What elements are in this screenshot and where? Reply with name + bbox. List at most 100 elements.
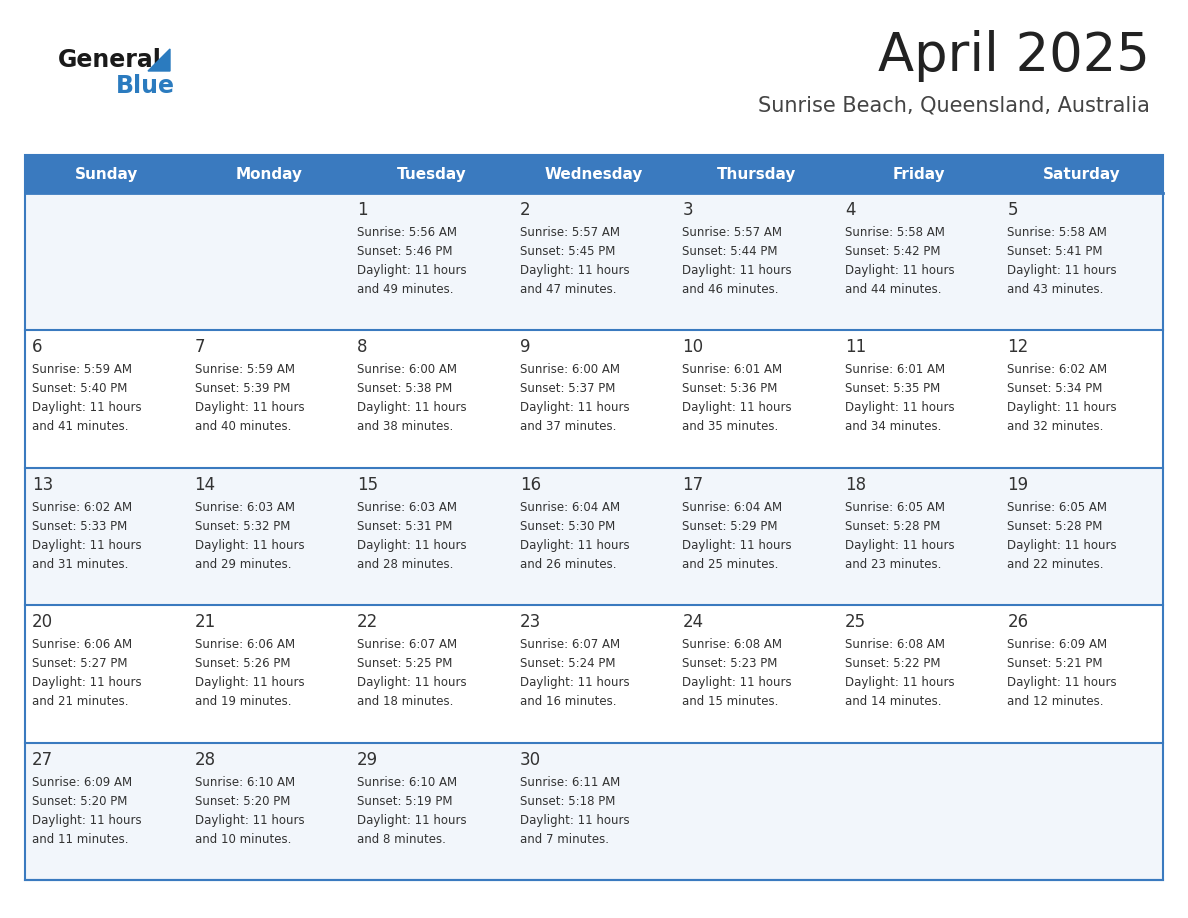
Text: Sunset: 5:39 PM: Sunset: 5:39 PM — [195, 383, 290, 396]
Text: and 40 minutes.: and 40 minutes. — [195, 420, 291, 433]
Text: Sunrise: 5:59 AM: Sunrise: 5:59 AM — [32, 364, 132, 376]
Text: and 12 minutes.: and 12 minutes. — [1007, 695, 1104, 708]
Text: Daylight: 11 hours: Daylight: 11 hours — [358, 539, 467, 552]
Text: Wednesday: Wednesday — [545, 166, 643, 182]
Text: Sunrise: 6:04 AM: Sunrise: 6:04 AM — [682, 501, 783, 514]
Text: Daylight: 11 hours: Daylight: 11 hours — [195, 539, 304, 552]
Text: Daylight: 11 hours: Daylight: 11 hours — [195, 401, 304, 414]
Text: and 16 minutes.: and 16 minutes. — [519, 695, 617, 708]
Text: Sunrise: 5:56 AM: Sunrise: 5:56 AM — [358, 226, 457, 239]
Text: Sunrise: 6:03 AM: Sunrise: 6:03 AM — [195, 501, 295, 514]
Text: Daylight: 11 hours: Daylight: 11 hours — [32, 539, 141, 552]
Text: Sunset: 5:25 PM: Sunset: 5:25 PM — [358, 657, 453, 670]
Text: Daylight: 11 hours: Daylight: 11 hours — [845, 264, 954, 277]
Text: Daylight: 11 hours: Daylight: 11 hours — [1007, 539, 1117, 552]
Text: Sunrise: 6:08 AM: Sunrise: 6:08 AM — [845, 638, 944, 651]
Text: Sunset: 5:19 PM: Sunset: 5:19 PM — [358, 795, 453, 808]
Text: 19: 19 — [1007, 476, 1029, 494]
Text: 13: 13 — [32, 476, 53, 494]
Text: Sunset: 5:36 PM: Sunset: 5:36 PM — [682, 383, 778, 396]
Text: Sunset: 5:27 PM: Sunset: 5:27 PM — [32, 657, 127, 670]
Bar — [25, 330, 1163, 468]
Text: Sunrise: 6:06 AM: Sunrise: 6:06 AM — [195, 638, 295, 651]
Text: Daylight: 11 hours: Daylight: 11 hours — [845, 539, 954, 552]
Text: Daylight: 11 hours: Daylight: 11 hours — [32, 813, 141, 826]
Text: Sunrise: 5:57 AM: Sunrise: 5:57 AM — [682, 226, 782, 239]
Text: 26: 26 — [1007, 613, 1029, 632]
Text: 29: 29 — [358, 751, 378, 768]
Text: Daylight: 11 hours: Daylight: 11 hours — [682, 539, 792, 552]
Text: Sunset: 5:20 PM: Sunset: 5:20 PM — [195, 795, 290, 808]
Text: and 18 minutes.: and 18 minutes. — [358, 695, 454, 708]
Bar — [25, 193, 1163, 330]
Text: Daylight: 11 hours: Daylight: 11 hours — [845, 401, 954, 414]
Text: and 23 minutes.: and 23 minutes. — [845, 558, 941, 571]
Text: Sunrise: 6:00 AM: Sunrise: 6:00 AM — [519, 364, 620, 376]
Text: Sunset: 5:28 PM: Sunset: 5:28 PM — [845, 520, 940, 532]
Text: April 2025: April 2025 — [878, 30, 1150, 82]
Text: Daylight: 11 hours: Daylight: 11 hours — [32, 401, 141, 414]
Text: Sunrise Beach, Queensland, Australia: Sunrise Beach, Queensland, Australia — [758, 95, 1150, 115]
Text: Sunrise: 6:04 AM: Sunrise: 6:04 AM — [519, 501, 620, 514]
Text: and 11 minutes.: and 11 minutes. — [32, 833, 128, 845]
Text: 11: 11 — [845, 339, 866, 356]
Text: Sunrise: 6:05 AM: Sunrise: 6:05 AM — [1007, 501, 1107, 514]
Text: 23: 23 — [519, 613, 541, 632]
Text: and 19 minutes.: and 19 minutes. — [195, 695, 291, 708]
Text: Daylight: 11 hours: Daylight: 11 hours — [682, 264, 792, 277]
Text: Sunset: 5:20 PM: Sunset: 5:20 PM — [32, 795, 127, 808]
Text: 24: 24 — [682, 613, 703, 632]
Text: Daylight: 11 hours: Daylight: 11 hours — [682, 677, 792, 689]
Text: 1: 1 — [358, 201, 368, 219]
Text: Sunrise: 6:10 AM: Sunrise: 6:10 AM — [358, 776, 457, 789]
Text: and 15 minutes.: and 15 minutes. — [682, 695, 778, 708]
Text: Sunrise: 5:58 AM: Sunrise: 5:58 AM — [1007, 226, 1107, 239]
Text: Sunset: 5:22 PM: Sunset: 5:22 PM — [845, 657, 941, 670]
Text: 27: 27 — [32, 751, 53, 768]
Text: Tuesday: Tuesday — [397, 166, 467, 182]
Text: Sunset: 5:30 PM: Sunset: 5:30 PM — [519, 520, 615, 532]
Text: and 14 minutes.: and 14 minutes. — [845, 695, 941, 708]
Text: 10: 10 — [682, 339, 703, 356]
Text: Sunset: 5:26 PM: Sunset: 5:26 PM — [195, 657, 290, 670]
Text: Sunrise: 5:57 AM: Sunrise: 5:57 AM — [519, 226, 620, 239]
Text: Sunrise: 6:07 AM: Sunrise: 6:07 AM — [519, 638, 620, 651]
Text: Thursday: Thursday — [716, 166, 796, 182]
Text: Sunrise: 6:09 AM: Sunrise: 6:09 AM — [1007, 638, 1107, 651]
Text: Daylight: 11 hours: Daylight: 11 hours — [32, 677, 141, 689]
Polygon shape — [148, 49, 170, 71]
Text: and 22 minutes.: and 22 minutes. — [1007, 558, 1104, 571]
Text: Sunrise: 6:11 AM: Sunrise: 6:11 AM — [519, 776, 620, 789]
Text: 8: 8 — [358, 339, 367, 356]
Text: and 21 minutes.: and 21 minutes. — [32, 695, 128, 708]
Text: Daylight: 11 hours: Daylight: 11 hours — [1007, 264, 1117, 277]
Text: 15: 15 — [358, 476, 378, 494]
Text: and 41 minutes.: and 41 minutes. — [32, 420, 128, 433]
Text: and 32 minutes.: and 32 minutes. — [1007, 420, 1104, 433]
Text: and 10 minutes.: and 10 minutes. — [195, 833, 291, 845]
Text: Daylight: 11 hours: Daylight: 11 hours — [519, 401, 630, 414]
Text: Daylight: 11 hours: Daylight: 11 hours — [845, 677, 954, 689]
Text: Monday: Monday — [235, 166, 303, 182]
Text: 20: 20 — [32, 613, 53, 632]
Text: 22: 22 — [358, 613, 379, 632]
Text: Sunrise: 6:10 AM: Sunrise: 6:10 AM — [195, 776, 295, 789]
Text: Sunset: 5:33 PM: Sunset: 5:33 PM — [32, 520, 127, 532]
Text: Sunrise: 6:01 AM: Sunrise: 6:01 AM — [845, 364, 944, 376]
Text: and 35 minutes.: and 35 minutes. — [682, 420, 778, 433]
Text: and 8 minutes.: and 8 minutes. — [358, 833, 446, 845]
Text: and 49 minutes.: and 49 minutes. — [358, 283, 454, 296]
Text: Sunset: 5:38 PM: Sunset: 5:38 PM — [358, 383, 453, 396]
Text: 17: 17 — [682, 476, 703, 494]
Text: Sunset: 5:46 PM: Sunset: 5:46 PM — [358, 245, 453, 258]
Text: Sunset: 5:32 PM: Sunset: 5:32 PM — [195, 520, 290, 532]
Text: Sunset: 5:42 PM: Sunset: 5:42 PM — [845, 245, 941, 258]
Text: and 47 minutes.: and 47 minutes. — [519, 283, 617, 296]
Text: Sunset: 5:44 PM: Sunset: 5:44 PM — [682, 245, 778, 258]
Text: Blue: Blue — [116, 74, 175, 98]
Text: Sunset: 5:34 PM: Sunset: 5:34 PM — [1007, 383, 1102, 396]
Text: Sunset: 5:23 PM: Sunset: 5:23 PM — [682, 657, 778, 670]
Text: Daylight: 11 hours: Daylight: 11 hours — [519, 264, 630, 277]
Text: Sunset: 5:24 PM: Sunset: 5:24 PM — [519, 657, 615, 670]
Text: Daylight: 11 hours: Daylight: 11 hours — [195, 677, 304, 689]
